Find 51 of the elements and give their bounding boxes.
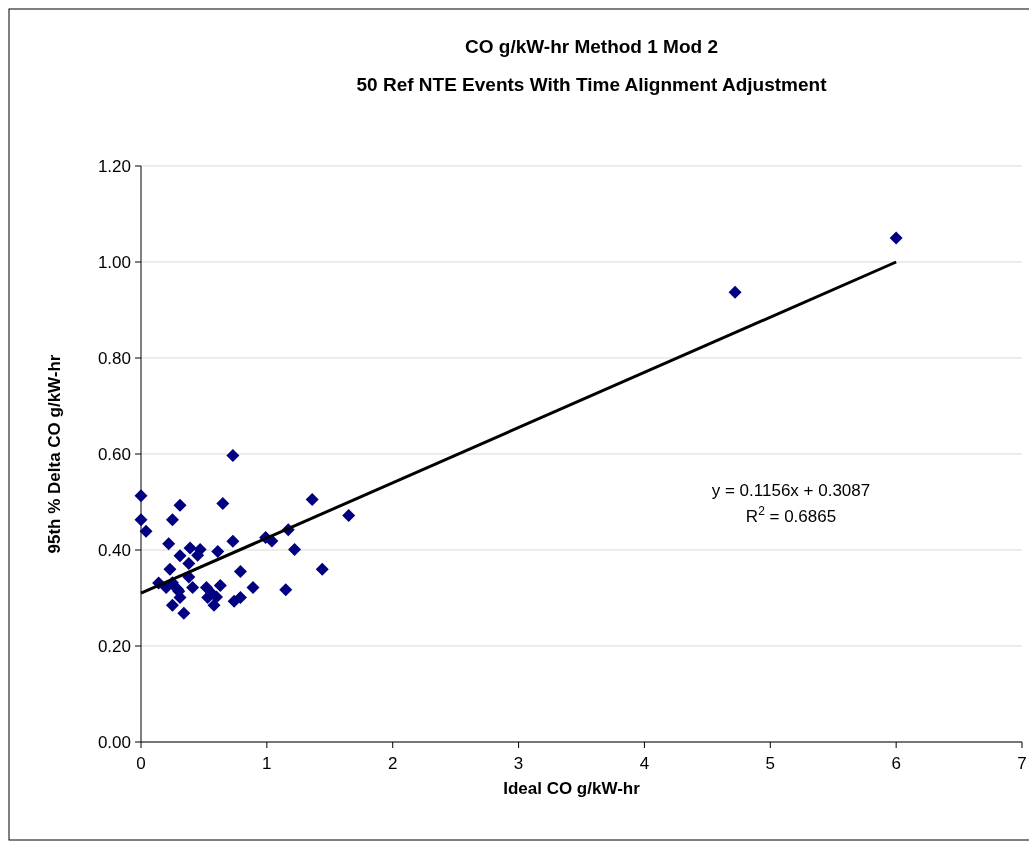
x-tick-label: 5	[765, 754, 776, 773]
point	[211, 544, 225, 558]
point	[279, 583, 293, 597]
x-tick-label: 4	[639, 754, 650, 773]
point	[183, 541, 197, 555]
chart-subtitle: 50 Ref NTE Events With Time Alignment Adjustment	[356, 74, 828, 95]
x-tick-label: 2	[387, 754, 398, 773]
point	[204, 586, 218, 600]
y-axis-title: 95th % Delta CO g/kW-hr	[45, 354, 64, 554]
y-tick-label: 1.00	[97, 253, 131, 272]
point	[246, 580, 260, 594]
chart-title: CO g/kW-hr Method 1 Mod 2	[465, 36, 718, 57]
point	[315, 562, 329, 576]
point	[165, 598, 179, 612]
point	[889, 231, 903, 245]
annotation: R$^{2}$ = 0.6865	[745, 504, 837, 526]
x-tick-label: 3	[513, 754, 524, 773]
x-tick-label: 7	[1017, 754, 1027, 773]
point	[173, 498, 187, 512]
point	[305, 493, 319, 507]
point	[139, 524, 153, 538]
point	[162, 537, 176, 551]
point	[182, 556, 196, 570]
point	[233, 591, 247, 605]
point	[226, 448, 240, 462]
x-tick-label: 1	[262, 754, 272, 773]
y-tick-label: 0.80	[97, 349, 131, 368]
y-tick-label: 0.20	[97, 637, 131, 656]
point	[288, 543, 302, 557]
y-tick-label: 1.20	[97, 157, 131, 176]
point	[213, 579, 227, 593]
x-axis-title: Ideal CO g/kW-hr	[503, 779, 641, 798]
point	[342, 508, 356, 522]
point	[216, 496, 230, 510]
y-tick-label: 0.40	[97, 541, 131, 560]
x-tick-label: 6	[891, 754, 901, 773]
point	[226, 534, 240, 548]
point	[134, 489, 148, 503]
point	[163, 562, 177, 576]
point	[186, 580, 200, 594]
point	[134, 513, 148, 527]
point	[173, 591, 187, 605]
point	[728, 285, 742, 299]
point	[177, 606, 191, 620]
y-tick-label: 0.60	[97, 445, 131, 464]
point	[233, 565, 247, 579]
x-tick-label: 0	[136, 754, 146, 773]
y-tick-label: 0.00	[97, 733, 131, 752]
point	[165, 513, 179, 527]
point	[173, 549, 187, 563]
annotation: y = 0.1156x + 0.3087	[711, 481, 871, 500]
